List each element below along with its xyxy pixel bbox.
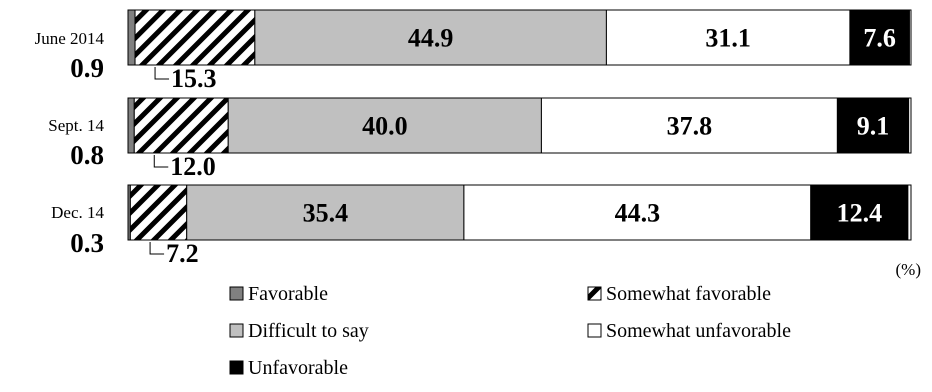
bar-segment-somewhat_favorable-1 — [133, 97, 229, 154]
somewhat-unfavorable-value-label-0: 31.1 — [705, 24, 751, 53]
somewhat-favorable-leader-line-2 — [149, 242, 165, 255]
legend-item-favorable: Favorable — [229, 283, 328, 305]
bar-segment-difficult-1 — [227, 97, 542, 154]
legend-swatch — [587, 323, 602, 338]
unfavorable-value-label-2: 12.4 — [837, 199, 883, 228]
bar-outline-2 — [127, 184, 912, 241]
bar-segment-unfavorable-2 — [810, 184, 909, 241]
somewhat-favorable-value-label-0: 15.3 — [171, 64, 217, 93]
bar-segment-somewhat_unfavorable-0 — [605, 9, 851, 66]
somewhat-unfavorable-value-label-1: 37.8 — [667, 112, 713, 141]
somewhat-favorable-value-label-1: 12.0 — [170, 152, 216, 181]
legend-swatch — [229, 286, 244, 301]
somewhat-favorable-leader-line-0 — [154, 67, 170, 80]
unfavorable-value-label-1: 9.1 — [857, 112, 890, 141]
bar-segment-somewhat_favorable-0 — [134, 9, 256, 66]
bar-outline-0 — [127, 9, 912, 66]
difficult-value-label-1: 40.0 — [362, 112, 408, 141]
category-label-0: June 2014 — [35, 29, 105, 48]
legend-item-unfavorable: Unfavorable — [229, 357, 348, 379]
favorable-value-label-1: 0.8 — [70, 140, 104, 170]
legend-label: Somewhat favorable — [606, 283, 771, 305]
legend-label: Favorable — [248, 283, 328, 305]
bar-segment-difficult-2 — [186, 184, 465, 241]
favorable-value-label-0: 0.9 — [70, 53, 104, 83]
difficult-value-label-0: 44.9 — [408, 24, 454, 53]
legend-label: Somewhat unfavorable — [606, 320, 791, 342]
legend-item-difficult-to-say: Difficult to say — [229, 320, 369, 342]
somewhat-favorable-leader-line-1 — [153, 155, 169, 168]
legend-item-somewhat-unfavorable: Somewhat unfavorable — [587, 320, 791, 342]
unfavorable-value-label-0: 7.6 — [863, 24, 896, 53]
legend-item-somewhat-favorable: Somewhat favorable — [587, 283, 771, 305]
favorable-value-label-2: 0.3 — [70, 228, 104, 258]
category-label-1: Sept. 14 — [48, 116, 104, 135]
bar-outline-1 — [127, 97, 912, 154]
difficult-value-label-2: 35.4 — [303, 199, 349, 228]
legend-swatch — [587, 286, 602, 301]
bar-segment-favorable-1 — [127, 97, 135, 154]
unit-label: (%) — [896, 260, 921, 279]
legend-swatch — [229, 360, 244, 375]
somewhat-favorable-value-label-2: 7.2 — [166, 239, 199, 268]
bar-segment-difficult-0 — [254, 9, 607, 66]
bar-segment-unfavorable-1 — [836, 97, 910, 154]
bar-segment-favorable-0 — [127, 9, 136, 66]
bar-segment-somewhat_favorable-2 — [129, 184, 188, 241]
category-label-2: Dec. 14 — [51, 203, 104, 222]
legend-label: Unfavorable — [248, 357, 348, 379]
legend-label: Difficult to say — [248, 320, 369, 342]
somewhat-unfavorable-value-label-2: 44.3 — [615, 199, 661, 228]
legend-swatch — [229, 323, 244, 338]
